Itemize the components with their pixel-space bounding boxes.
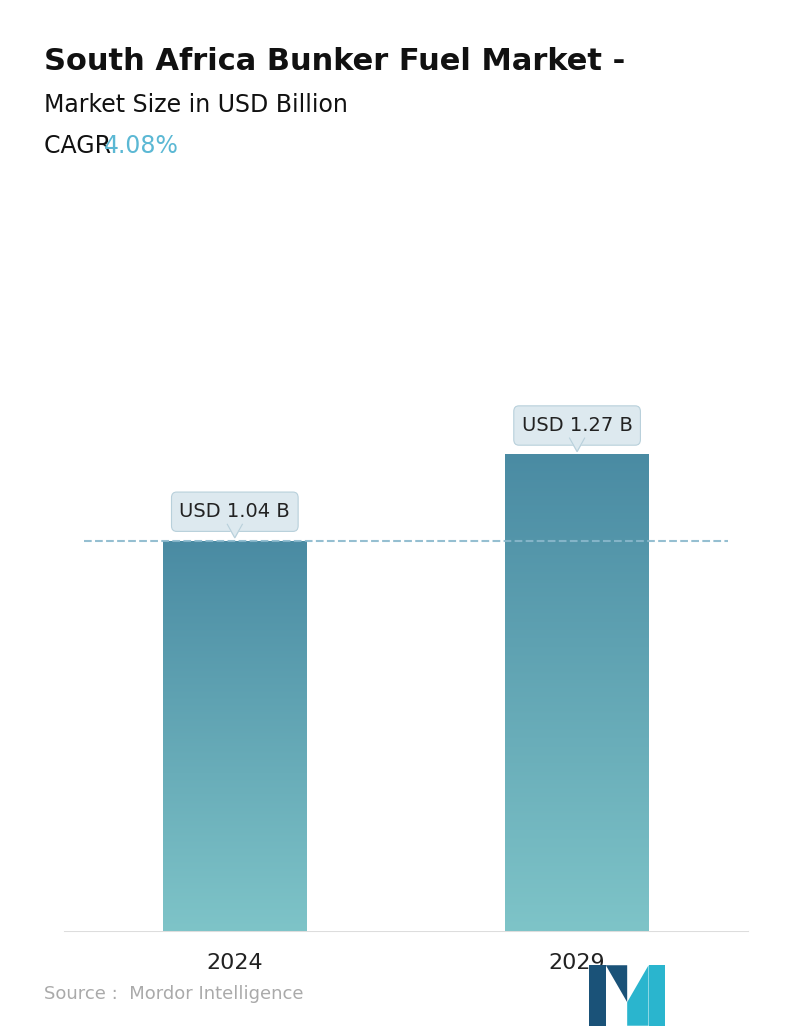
Text: Source :  Mordor Intelligence: Source : Mordor Intelligence (44, 985, 303, 1003)
Text: CAGR: CAGR (44, 134, 119, 158)
Polygon shape (570, 438, 584, 452)
Text: USD 1.04 B: USD 1.04 B (179, 503, 291, 521)
Polygon shape (649, 966, 665, 1026)
Text: Market Size in USD Billion: Market Size in USD Billion (44, 93, 348, 117)
FancyBboxPatch shape (513, 406, 641, 446)
Polygon shape (228, 524, 242, 538)
Text: 4.08%: 4.08% (103, 134, 178, 158)
Polygon shape (606, 966, 627, 1002)
Text: 2029: 2029 (548, 953, 606, 973)
Text: USD 1.27 B: USD 1.27 B (521, 416, 633, 435)
Text: 2024: 2024 (206, 953, 263, 973)
Polygon shape (589, 966, 606, 1026)
Polygon shape (627, 966, 649, 1026)
Text: South Africa Bunker Fuel Market -: South Africa Bunker Fuel Market - (44, 47, 625, 75)
FancyBboxPatch shape (171, 492, 298, 531)
